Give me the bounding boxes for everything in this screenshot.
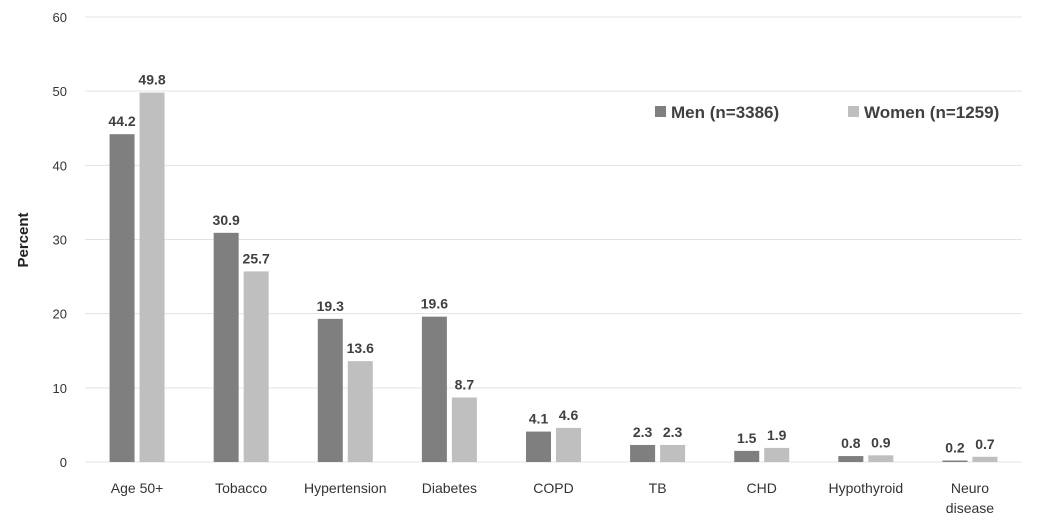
data-label: 13.6 [347, 340, 374, 356]
legend-label: Women (n=1259) [864, 103, 999, 122]
data-label: 0.7 [975, 436, 995, 452]
legend-swatch [848, 106, 859, 117]
data-label: 44.2 [108, 113, 135, 129]
bar-men [317, 318, 343, 462]
data-label: 2.3 [633, 424, 653, 440]
x-axis-categories: Age 50+ Tobacco Hypertension Diabetes COPD TB… [111, 480, 995, 516]
data-label: 4.6 [559, 407, 579, 423]
x-category-label: CHD [747, 480, 777, 496]
x-category-label: Age 50+ [111, 480, 164, 496]
data-label: 0.8 [841, 435, 861, 451]
data-label: 8.7 [455, 376, 475, 392]
bar-men [630, 444, 656, 462]
data-labels: 44.2 49.8 30.9 25.7 19.3 13.6 19.6 8.7 4.1 4.6 2.3… [108, 72, 994, 456]
data-label: 0.9 [871, 434, 891, 450]
x-category-label: disease [946, 500, 994, 516]
bar-men [526, 431, 551, 462]
bar-men [838, 456, 864, 462]
x-category-label: Diabetes [422, 480, 477, 496]
y-tick-label: 0 [60, 455, 67, 470]
bar-men [421, 316, 447, 462]
data-label: 2.3 [663, 424, 683, 440]
bars [109, 92, 998, 463]
y-tick-label: 10 [53, 381, 67, 396]
gridlines [85, 16, 1022, 463]
y-tick-label: 40 [53, 158, 67, 173]
bar-men [213, 232, 239, 462]
bar-women [451, 397, 477, 462]
x-category-label: TB [649, 480, 667, 496]
bar-women [868, 455, 894, 462]
x-category-label: Hypothyroid [828, 480, 903, 496]
bar-men [109, 134, 135, 462]
bar-women [660, 444, 686, 462]
y-axis-title: Percent [15, 212, 32, 267]
legend-label: Men (n=3386) [671, 103, 779, 122]
data-label: 1.5 [737, 430, 757, 446]
legend: Men (n=3386) Women (n=1259) [655, 103, 999, 122]
bar-women [139, 92, 165, 463]
bar-women [556, 427, 581, 462]
data-label: 4.1 [529, 411, 549, 427]
y-tick-label: 30 [53, 233, 67, 248]
data-label: 19.3 [317, 298, 344, 314]
bar-women [243, 271, 269, 462]
y-tick-label: 50 [53, 84, 67, 99]
y-tick-label: 20 [53, 307, 67, 322]
x-category-label: Tobacco [215, 480, 267, 496]
data-label: 49.8 [138, 72, 165, 88]
data-label: 1.9 [767, 427, 787, 443]
bar-women [764, 447, 790, 462]
x-category-label: Neuro [951, 480, 989, 496]
data-label: 0.2 [945, 440, 965, 456]
bar-men [942, 460, 968, 462]
data-label: 25.7 [243, 250, 270, 266]
legend-swatch [655, 106, 666, 117]
bar-women [347, 361, 373, 462]
x-category-label: Hypertension [304, 480, 387, 496]
data-label: 30.9 [213, 212, 240, 228]
data-label: 19.6 [421, 296, 448, 312]
x-category-label: COPD [533, 480, 573, 496]
bar-men [734, 450, 760, 462]
y-axis-ticks: 0 10 20 30 40 50 60 [53, 10, 67, 470]
y-tick-label: 60 [53, 10, 67, 25]
bar-women [972, 456, 998, 462]
